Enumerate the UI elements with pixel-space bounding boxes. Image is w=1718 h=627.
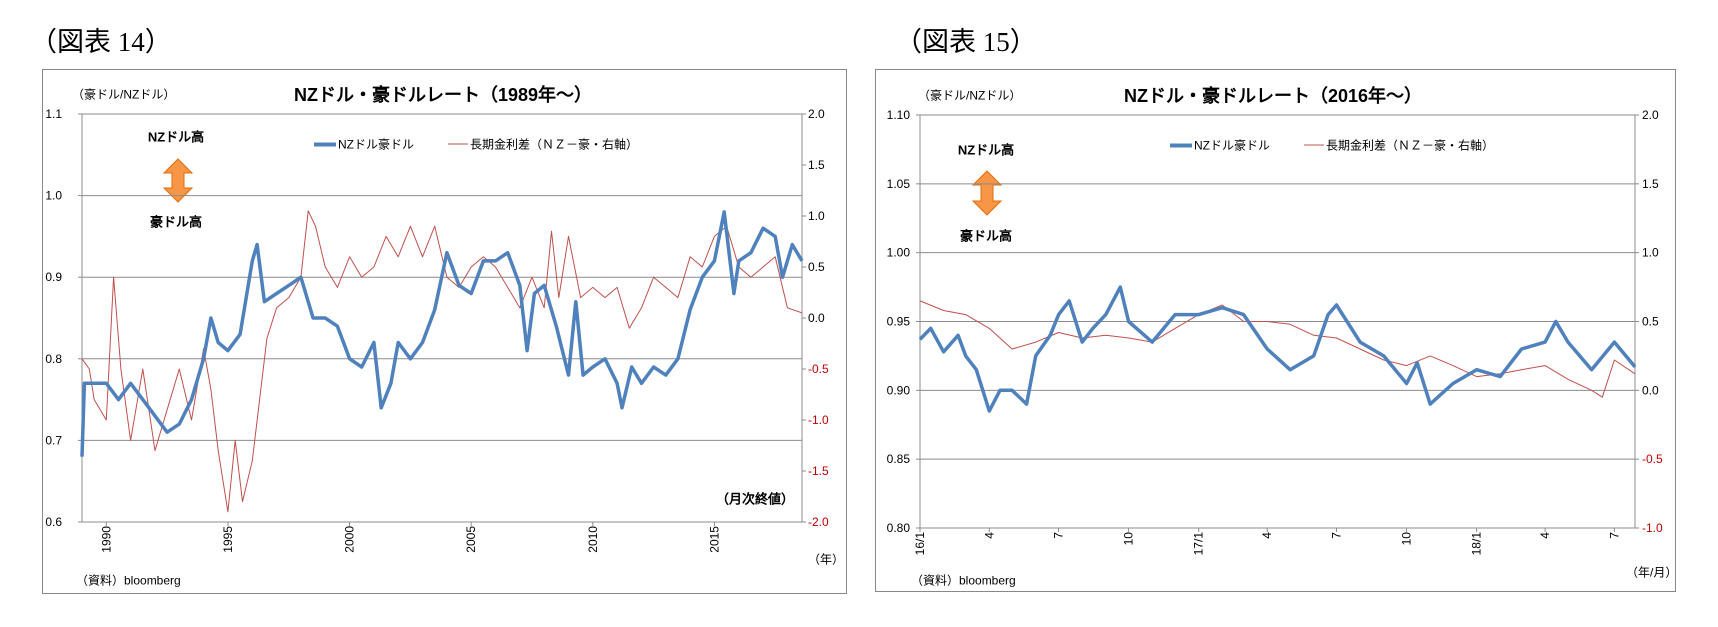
x-tick-label: 18/1 xyxy=(1470,532,1484,556)
legend-swatch-red xyxy=(1304,144,1324,146)
y2-tick-label: 0.5 xyxy=(808,260,825,274)
y2-tick-label: 0.0 xyxy=(1642,383,1659,397)
y2-tick-label: 2.0 xyxy=(1642,108,1659,122)
chart-2-arrow-icon xyxy=(971,170,1003,216)
chart-2-source: （資料）bloomberg xyxy=(911,573,1016,588)
y2-tick-label: -1.0 xyxy=(808,413,829,427)
series-line-nzd-aud xyxy=(918,285,1637,413)
x-tick-label: 16/1 xyxy=(913,532,927,556)
y-tick-label: 1.1 xyxy=(45,107,62,121)
chart-1-arrow-icon xyxy=(162,158,194,203)
x-tick-label: 7 xyxy=(1052,532,1066,539)
y2-tick-label: -0.5 xyxy=(1642,452,1663,466)
figure-label-15: （図表 15） xyxy=(895,27,1037,57)
y2-tick-label: -0.5 xyxy=(808,362,829,376)
chart-2-y-axis-unit: （豪ドル/NZドル） xyxy=(918,88,1022,103)
chart-1-frame xyxy=(42,69,847,594)
legend-swatch-blue xyxy=(1170,143,1192,147)
legend-label: NZドル豪ドル xyxy=(1194,138,1270,153)
legend-label: 長期金利差（ＮＺ－豪・右軸） xyxy=(470,137,639,152)
y-tick-label: 0.80 xyxy=(887,521,911,535)
chart-1-y-axis-unit: （豪ドル/NZドル） xyxy=(72,87,176,102)
chart-1-legend-spread: 長期金利差（ＮＺ－豪・右軸） xyxy=(448,136,638,153)
x-tick-label: 2010 xyxy=(586,526,600,553)
x-tick-label: 2015 xyxy=(707,526,721,553)
chart-2-frame xyxy=(875,69,1676,592)
x-tick-label: 17/1 xyxy=(1192,532,1206,556)
y-tick-label: 0.6 xyxy=(45,515,62,529)
x-tick-label: 2005 xyxy=(464,526,478,553)
y-tick-label: 0.7 xyxy=(45,433,62,447)
chart-1-source: （資料）bloomberg xyxy=(76,573,181,588)
y-tick-label: 0.95 xyxy=(887,315,911,329)
chart-1-note-monthly: （月次終値） xyxy=(715,491,795,507)
chart-1-title: NZドル・豪ドルレート（1989年～） xyxy=(293,85,593,105)
y2-tick-label: 1.0 xyxy=(1642,246,1659,260)
legend-swatch-blue xyxy=(314,142,336,146)
x-tick-label: 1990 xyxy=(99,526,113,553)
chart-1-annotation-au-strong: 豪ドル高 xyxy=(149,214,203,230)
x-tick-label: 7 xyxy=(1330,532,1344,539)
series-line-rate-spread xyxy=(81,210,803,513)
chart-1-x-axis-unit: （年） xyxy=(808,552,845,567)
legend-label: NZドル豪ドル xyxy=(338,137,414,152)
chart-2-plot: 0.80 0.85 0.90 0.95 1.00 1.05 1.10 -1.0 -0.5 0.0 0… xyxy=(887,108,1663,555)
y2-tick-label: -1.5 xyxy=(808,464,829,478)
chart-1-legend-rate: NZドル豪ドル xyxy=(314,136,414,153)
x-tick-label: 2000 xyxy=(343,526,357,553)
chart-1-plot: 0.6 0.7 0.8 0.9 1.0 1.1 -2.0 -1.5 -1.0 -0.5 0.0 0.5… xyxy=(45,107,829,553)
chart-2-legend-spread: 長期金利差（ＮＺ－豪・右軸） xyxy=(1304,137,1494,154)
x-tick-label: 4 xyxy=(982,532,996,539)
legend-swatch-red xyxy=(448,143,468,145)
x-tick-label: 4 xyxy=(1538,532,1552,539)
y-tick-label: 0.8 xyxy=(45,352,62,366)
y2-tick-label: 1.5 xyxy=(808,158,825,172)
chart-2-annotation-au-strong: 豪ドル高 xyxy=(959,228,1013,244)
y2-tick-label: 0.0 xyxy=(808,311,825,325)
x-tick-label: 7 xyxy=(1607,532,1621,539)
y-tick-label: 0.9 xyxy=(45,270,62,284)
figure-label-14: （図表 14） xyxy=(30,27,172,57)
y2-tick-label: -2.0 xyxy=(808,515,829,529)
y2-tick-label: 0.5 xyxy=(1642,315,1659,329)
y-tick-label: 0.85 xyxy=(887,452,911,466)
series-line-nzd-aud xyxy=(80,210,804,457)
y2-tick-label: 2.0 xyxy=(808,107,825,121)
y2-tick-label: -1.0 xyxy=(1642,521,1663,535)
y2-tick-label: 1.0 xyxy=(808,209,825,223)
chart-1-annotation-nz-strong: NZドル高 xyxy=(147,129,205,145)
y-tick-label: 0.90 xyxy=(887,383,911,397)
y-tick-label: 1.00 xyxy=(887,246,911,260)
x-tick-label: 10 xyxy=(1400,532,1414,546)
x-tick-label: 10 xyxy=(1122,532,1136,546)
chart-2-legend-rate: NZドル豪ドル xyxy=(1170,137,1270,154)
x-tick-label: 4 xyxy=(1260,532,1274,539)
y-tick-label: 1.10 xyxy=(887,108,911,122)
chart-2-title: NZドル・豪ドルレート（2016年～） xyxy=(1123,86,1423,106)
series-line-rate-spread xyxy=(919,300,1636,398)
legend-label: 長期金利差（ＮＺ－豪・右軸） xyxy=(1326,138,1495,153)
y-tick-label: 1.05 xyxy=(887,177,911,191)
chart-2-x-axis-unit: （年/月） xyxy=(1626,565,1678,580)
x-tick-label: 1995 xyxy=(221,526,235,553)
chart-2-annotation-nz-strong: NZドル高 xyxy=(957,142,1015,158)
y-tick-label: 1.0 xyxy=(45,189,62,203)
y2-tick-label: 1.5 xyxy=(1642,177,1659,191)
